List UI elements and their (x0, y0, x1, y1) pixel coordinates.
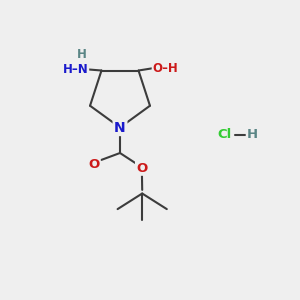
Text: O: O (136, 161, 148, 175)
Text: O: O (88, 158, 99, 172)
Text: O–H: O–H (153, 61, 178, 75)
Text: N: N (114, 121, 126, 134)
Text: H: H (76, 47, 86, 61)
Text: H: H (247, 128, 258, 142)
Text: Cl: Cl (218, 128, 232, 142)
Text: H–N: H–N (62, 62, 88, 76)
